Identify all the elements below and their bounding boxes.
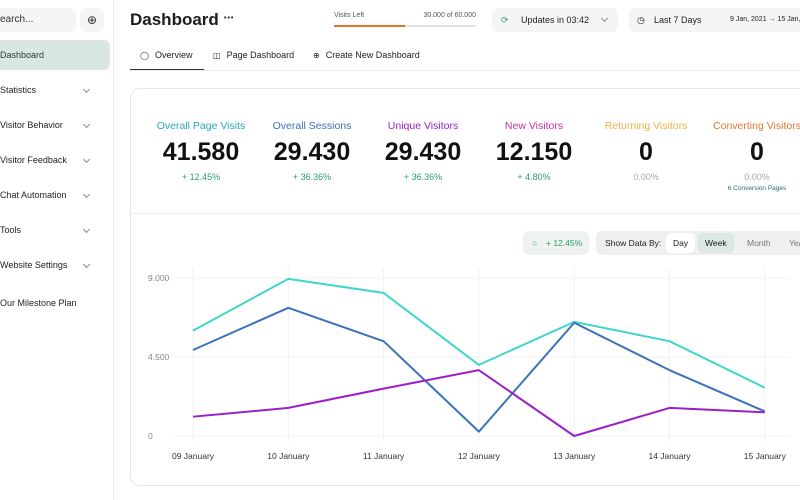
stat-value: 0: [750, 138, 764, 166]
nav-label: Visitor Feedback: [0, 155, 67, 165]
nav-item[interactable]: Website Settings: [0, 260, 91, 270]
y-tick-label: 9.000: [148, 273, 170, 283]
tab[interactable]: ◯ Overview: [140, 50, 192, 60]
stat-card: Returning Visitors 0 0.00%: [591, 120, 701, 182]
series-line: [192, 369, 765, 437]
option[interactable]: Year: [789, 238, 800, 248]
chevron: [82, 120, 91, 129]
stat-value: 41.580: [162, 138, 240, 166]
tab-icon: ⊕: [313, 51, 320, 60]
tab-icon: ◫: [213, 51, 221, 60]
tab-label: Overview: [154, 50, 193, 60]
show-by-label: Show Data By:: [605, 238, 662, 248]
stat-change: + 12.45%: [181, 172, 221, 182]
nav-label: Visitor Behavior: [0, 120, 63, 130]
stat-note: 6 Conversion Pages: [727, 185, 787, 192]
visits-label: 30.000 of 60.000: [423, 12, 476, 19]
stat-change: 0.00%: [744, 172, 770, 182]
nav-item[interactable]: Visitor Feedback: [0, 155, 91, 165]
visits-fill: [334, 25, 405, 27]
nav-label: Our Milestone Plan: [0, 298, 77, 308]
nav-label: Tools: [0, 225, 22, 235]
stat-card: Converting Visitors 0 0.00% 6 Conversion Pa…: [702, 120, 800, 192]
stat-card: New Visitors 12.150 + 4.80%: [479, 120, 589, 182]
tab[interactable]: ⊕ Create New Dashboard: [313, 50, 420, 60]
search-box[interactable]: earch...: [0, 8, 76, 32]
updates-text: Updates in 03:42: [521, 15, 590, 25]
tab-icon: ◯: [140, 51, 149, 60]
nav-item[interactable]: Tools: [0, 225, 91, 235]
stat-value: 0: [639, 138, 653, 166]
more-menu[interactable]: •••: [224, 15, 235, 22]
chevron: [82, 155, 91, 164]
stat-value: 29.430: [384, 138, 462, 166]
divider: [130, 213, 800, 214]
stat-change: + 36.36%: [403, 172, 443, 182]
tab-label: Page Dashboard: [226, 50, 295, 60]
visits-caption: Visits Left: [334, 12, 365, 19]
x-tick-label: 15 January: [744, 451, 787, 461]
nav-label: Dashboard: [0, 50, 45, 60]
stat-card: Unique Visitors 29.430 + 36.36%: [368, 120, 478, 182]
nav-label: Website Settings: [0, 260, 68, 270]
series-line: [192, 277, 766, 389]
stat-label: Overall Sessions: [272, 120, 352, 132]
sidebar: earch... ⊕ Dashboard Statistics Visitor Be…: [0, 0, 114, 500]
nav-label: Chat Automation: [0, 190, 67, 200]
tab-border: [130, 70, 800, 71]
stat-card: Overall Sessions 29.430 + 36.36%: [257, 120, 367, 182]
nav-label: Statistics: [0, 85, 37, 95]
y-tick-label: 4.500: [148, 352, 170, 362]
chevron: [82, 85, 91, 94]
date-range-pill[interactable]: ◷ Last 7 Days 9 Jan, 2021 → 15 Jan, 2021: [629, 8, 800, 32]
x-tick-label: 13 January: [553, 451, 596, 461]
updates-pill[interactable]: ⟳ Updates in 03:42: [492, 8, 618, 32]
stat-label: Returning Visitors: [604, 120, 688, 132]
range-text: Last 7 Days: [654, 15, 702, 25]
x-tick-label: 10 January: [267, 451, 310, 461]
stat-value: 29.430: [273, 138, 351, 166]
series-line: [192, 306, 766, 433]
chevron: [82, 190, 91, 199]
nav-item[interactable]: Visitor Behavior: [0, 120, 91, 130]
nav-item[interactable]: Our Milestone Plan: [0, 298, 77, 308]
page-title: Dashboard: [130, 10, 219, 29]
option[interactable]: Day: [666, 233, 696, 253]
change-text: + 12.45%: [546, 238, 583, 248]
change-pill: ○ + 12.45%: [523, 231, 589, 255]
stat-value: 12.150: [495, 138, 573, 166]
search-button[interactable]: ⊕: [80, 8, 104, 32]
tab-label: Create New Dashboard: [325, 50, 420, 60]
stat-change: + 4.80%: [517, 172, 551, 182]
stat-label: Overall Page Visits: [156, 120, 246, 132]
nav-item[interactable]: Statistics: [0, 85, 91, 95]
line-chart: 09 January 10 January 11 January 12 January…: [148, 268, 790, 461]
visits-track: [334, 25, 476, 27]
option[interactable]: Month: [747, 238, 771, 248]
stat-label: Converting Visitors: [713, 120, 800, 132]
y-tick-label: 0: [148, 431, 153, 441]
stat-change: + 36.36%: [292, 172, 332, 182]
x-tick-label: 12 January: [458, 451, 501, 461]
stat-label: Unique Visitors: [387, 120, 459, 132]
option[interactable]: Week: [698, 233, 734, 253]
stat-label: New Visitors: [504, 120, 564, 132]
x-tick-label: 11 January: [363, 451, 405, 461]
nav-item[interactable]: Chat Automation: [0, 190, 91, 200]
dates-text: 9 Jan, 2021 → 15 Jan, 2021: [730, 16, 800, 23]
x-tick-label: 14 January: [648, 451, 691, 461]
chevron: [82, 225, 91, 234]
stat-card: Overall Page Visits 41.580 + 12.45%: [146, 120, 256, 182]
tab[interactable]: ◫ Page Dashboard: [213, 50, 294, 60]
nav-item[interactable]: Dashboard: [0, 40, 110, 70]
stat-change: 0.00%: [633, 172, 659, 182]
x-tick-label: 09 January: [172, 451, 215, 461]
chevron: [82, 260, 91, 269]
